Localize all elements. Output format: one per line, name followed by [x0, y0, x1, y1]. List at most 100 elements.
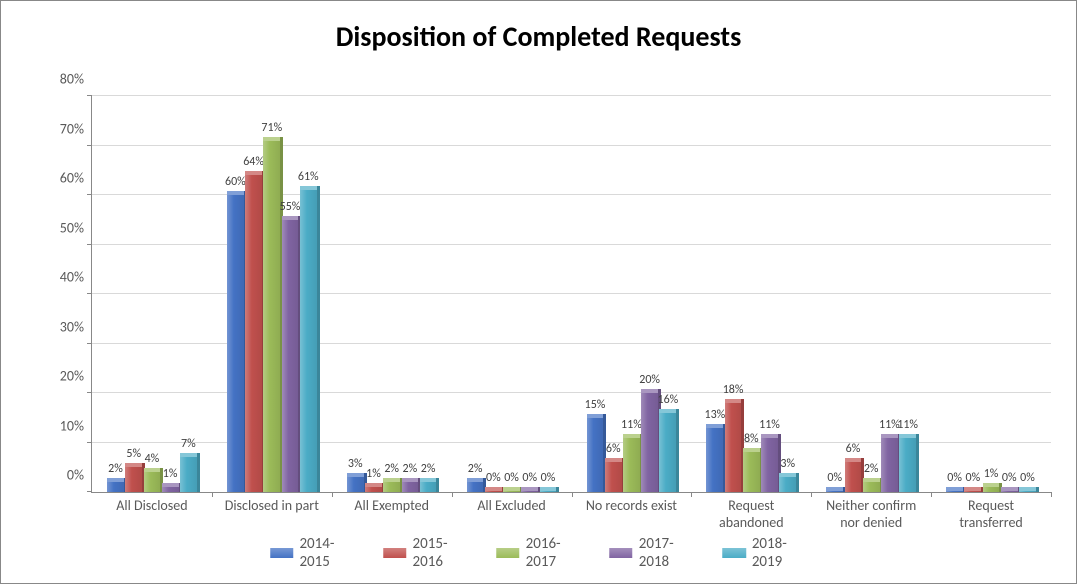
- x-tick: [212, 492, 213, 497]
- bar-label: 3%: [780, 457, 795, 471]
- bar: 11%: [899, 438, 916, 492]
- bar-label: 2%: [468, 462, 483, 476]
- bar-label: 0%: [541, 471, 556, 485]
- bar: 2%: [107, 482, 124, 492]
- legend: 2014-2015 2015-2016 2016-2017 2017-2018 2018…: [270, 535, 808, 571]
- bar: 55%: [282, 220, 299, 492]
- bar: 2%: [420, 482, 437, 492]
- bar-label: 0%: [522, 471, 537, 485]
- bar: 11%: [623, 438, 640, 492]
- bar-label: 2%: [384, 462, 399, 476]
- legend-label: 2018-2019: [752, 535, 807, 571]
- y-tick-label: 20%: [60, 368, 84, 385]
- legend-swatch: [383, 548, 407, 558]
- bar: 0%: [485, 491, 502, 492]
- y-tick: [87, 392, 92, 393]
- bar: 61%: [300, 190, 317, 492]
- y-tick: [87, 194, 92, 195]
- bar-label: 11%: [897, 418, 918, 432]
- legend-label: 2016-2017: [526, 535, 581, 571]
- x-tick: [452, 492, 453, 497]
- bar-label: 55%: [280, 200, 301, 214]
- bar-label: 0%: [504, 471, 519, 485]
- bar: 1%: [365, 487, 382, 492]
- bar: 18%: [725, 403, 742, 492]
- x-tick-label: Request abandoned: [696, 498, 806, 532]
- legend-item: 2015-2016: [383, 535, 468, 571]
- bar: 4%: [144, 472, 161, 492]
- y-tick-label: 80%: [60, 71, 84, 88]
- bar-label: 61%: [298, 170, 319, 184]
- bar-label: 1%: [366, 467, 381, 481]
- bar-label: 11%: [621, 418, 642, 432]
- bar: 1%: [983, 487, 1000, 492]
- bar: 13%: [706, 428, 723, 492]
- bar-label: 2%: [864, 462, 879, 476]
- bar-label: 3%: [348, 457, 363, 471]
- bar: 0%: [946, 491, 963, 492]
- chart-title: Disposition of Completed Requests: [1, 1, 1076, 54]
- legend-label: 2015-2016: [413, 535, 468, 571]
- bar-label: 2%: [403, 462, 418, 476]
- bar-label: 0%: [486, 471, 501, 485]
- y-tick-label: 60%: [60, 170, 84, 187]
- bar-label: 8%: [744, 432, 759, 446]
- x-tick-label: Neither confirm nor denied: [816, 498, 926, 532]
- x-tick-label: Request transferred: [936, 498, 1046, 532]
- bar: 64%: [245, 175, 262, 492]
- y-tick: [87, 95, 92, 96]
- bar: 2%: [467, 482, 484, 492]
- bar-label: 5%: [126, 447, 141, 461]
- y-tick: [87, 491, 92, 492]
- x-tick-label: All Disclosed: [97, 498, 207, 515]
- bar: 60%: [227, 195, 244, 492]
- y-tick-label: 50%: [60, 219, 84, 236]
- bar: 7%: [180, 457, 197, 492]
- bar: 71%: [263, 141, 280, 492]
- bar-label: 0%: [1020, 471, 1035, 485]
- bar-label: 7%: [181, 437, 196, 451]
- legend-item: 2017-2018: [609, 535, 694, 571]
- x-tick-label: All Exempted: [337, 498, 447, 515]
- x-tick: [691, 492, 692, 497]
- gridline: [92, 145, 1051, 146]
- y-tick-label: 0%: [67, 467, 84, 484]
- y-tick: [87, 145, 92, 146]
- x-tick-label: Disclosed in part: [217, 498, 327, 515]
- bar: 2%: [402, 482, 419, 492]
- x-tick-label: All Excluded: [457, 498, 567, 515]
- y-tick: [87, 244, 92, 245]
- bar-label: 0%: [965, 471, 980, 485]
- legend-item: 2014-2015: [270, 535, 355, 571]
- bar-label: 0%: [1002, 471, 1017, 485]
- bar: 3%: [347, 477, 364, 492]
- gridline: [92, 95, 1051, 96]
- bar-label: 1%: [984, 467, 999, 481]
- y-tick: [87, 293, 92, 294]
- bar: 0%: [964, 491, 981, 492]
- bar: 11%: [881, 438, 898, 492]
- bar: 0%: [540, 491, 557, 492]
- bar: 2%: [383, 482, 400, 492]
- bar-label: 64%: [243, 155, 264, 169]
- bar-label: 0%: [827, 471, 842, 485]
- legend-swatch: [496, 548, 520, 558]
- bar: 15%: [587, 418, 604, 492]
- bar: 16%: [659, 413, 676, 492]
- bar: 5%: [125, 467, 142, 492]
- bar: 20%: [641, 393, 658, 492]
- bar: 6%: [845, 462, 862, 492]
- bar: 0%: [1019, 491, 1036, 492]
- bar: 0%: [826, 491, 843, 492]
- bar-label: 2%: [108, 462, 123, 476]
- bar: 0%: [521, 491, 538, 492]
- bar-label: 6%: [606, 442, 621, 456]
- legend-label: 2017-2018: [639, 535, 694, 571]
- bar: 2%: [863, 482, 880, 492]
- x-tick: [1051, 492, 1052, 497]
- plot-area: 0%10%20%30%40%50%60%70%80%All Disclosed2…: [91, 96, 1051, 493]
- x-tick: [332, 492, 333, 497]
- bar: 0%: [1001, 491, 1018, 492]
- x-tick-label: No records exist: [576, 498, 686, 515]
- bar: 3%: [779, 477, 796, 492]
